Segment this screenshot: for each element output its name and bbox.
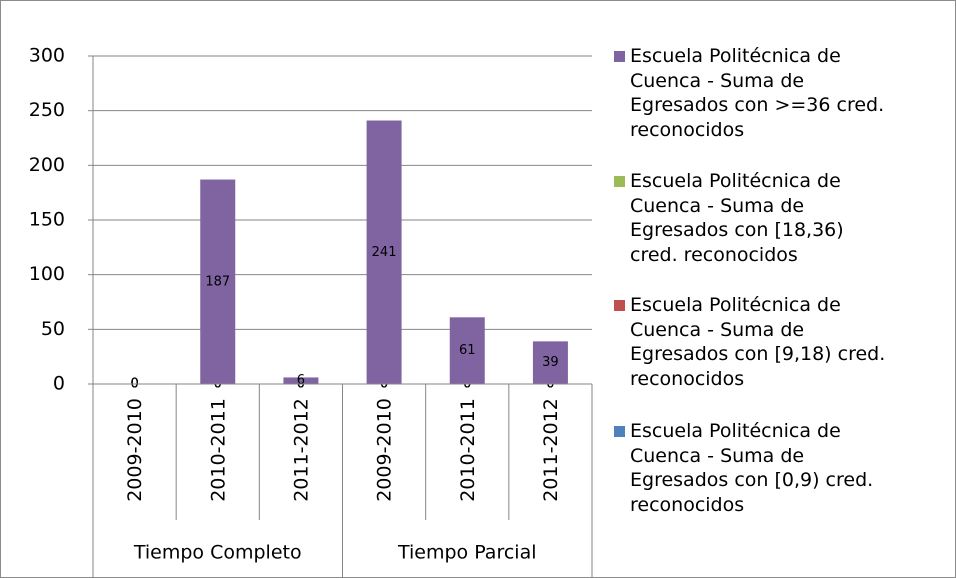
legend-entry: Escuela Politécnica de Cuenca - Suma de … bbox=[614, 293, 914, 391]
data-label: 61 bbox=[459, 343, 476, 358]
x-tick-label: 2010-2011 bbox=[457, 398, 479, 502]
legend-entry: Escuela Politécnica de Cuenca - Suma de … bbox=[614, 44, 914, 142]
x-tick-label: 2011-2012 bbox=[290, 398, 312, 502]
bar bbox=[532, 341, 568, 384]
legend-swatch bbox=[614, 300, 625, 311]
bar bbox=[366, 120, 402, 385]
x-tick-label: 2009-2010 bbox=[374, 398, 396, 502]
x-tick-label: 2010-2011 bbox=[207, 398, 229, 502]
legend-swatch bbox=[614, 426, 625, 437]
group-label: Tiempo Completo bbox=[133, 542, 302, 564]
legend-entry: Escuela Politécnica de Cuenca - Suma de … bbox=[614, 419, 914, 517]
y-tick-label: 100 bbox=[29, 263, 65, 285]
data-label: 6 bbox=[297, 373, 305, 388]
legend-label: Escuela Politécnica de Cuenca - Suma de … bbox=[630, 294, 886, 390]
data-label: 187 bbox=[205, 274, 230, 289]
y-tick-label: 300 bbox=[29, 45, 65, 67]
legend-label: Escuela Politécnica de Cuenca - Suma de … bbox=[630, 170, 844, 266]
legend-swatch bbox=[614, 51, 625, 62]
x-tick-label: 2011-2012 bbox=[540, 398, 562, 502]
legend-label: Escuela Politécnica de Cuenca - Suma de … bbox=[630, 45, 885, 141]
y-tick-label: 50 bbox=[41, 318, 65, 340]
bar bbox=[200, 179, 236, 384]
group-label: Tiempo Parcial bbox=[397, 542, 537, 564]
bar bbox=[283, 377, 319, 384]
data-label: 39 bbox=[542, 355, 559, 370]
bar bbox=[449, 317, 485, 384]
x-tick-label: 2009-2010 bbox=[124, 398, 146, 502]
data-label: 241 bbox=[372, 245, 397, 260]
y-tick-label: 0 bbox=[53, 373, 65, 395]
legend-swatch bbox=[614, 176, 625, 187]
y-tick-label: 250 bbox=[29, 99, 65, 121]
legend-label: Escuela Politécnica de Cuenca - Suma de … bbox=[630, 420, 874, 516]
y-tick-label: 150 bbox=[29, 209, 65, 231]
legend-entry: Escuela Politécnica de Cuenca - Suma de … bbox=[614, 169, 914, 267]
y-tick-label: 200 bbox=[29, 154, 65, 176]
